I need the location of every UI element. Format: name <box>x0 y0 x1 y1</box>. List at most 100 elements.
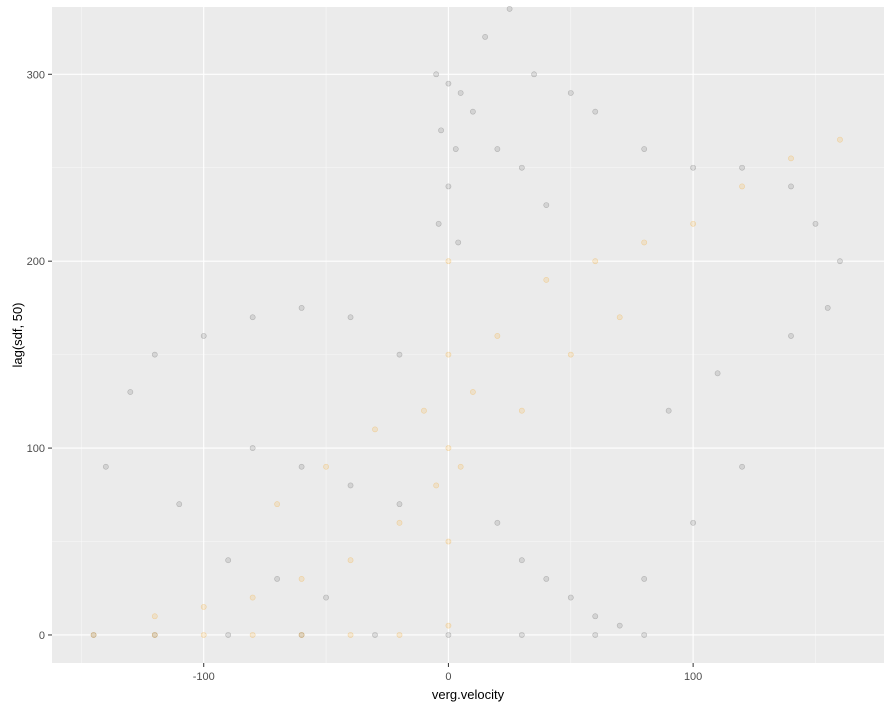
data-point <box>323 463 329 470</box>
x-axis-ticks: -100 0 100 <box>193 663 702 683</box>
data-point <box>298 632 305 638</box>
data-point <box>298 463 305 470</box>
y-axis-title: lag(sdf, 50) <box>10 302 25 367</box>
data-point <box>531 71 537 78</box>
data-point <box>543 276 550 283</box>
data-point <box>518 164 525 171</box>
data-point <box>396 632 403 638</box>
data-point <box>455 239 462 246</box>
data-point <box>323 594 329 601</box>
data-point <box>445 80 452 87</box>
data-point <box>518 557 525 564</box>
data-point <box>372 632 378 638</box>
data-point <box>298 632 305 638</box>
data-point <box>690 519 697 526</box>
data-point <box>151 613 158 620</box>
data-point <box>567 90 574 96</box>
data-point <box>482 34 489 40</box>
data-point <box>347 632 354 638</box>
major-gridlines <box>52 7 884 663</box>
data-point <box>274 575 281 582</box>
data-point <box>433 482 440 489</box>
data-point <box>469 108 476 115</box>
data-point <box>567 351 574 358</box>
data-point <box>690 164 697 171</box>
data-point <box>90 632 97 638</box>
data-point <box>102 463 109 470</box>
data-point <box>438 127 444 134</box>
data-point <box>151 351 158 358</box>
data-point <box>824 305 831 311</box>
data-point <box>457 463 464 470</box>
points-layer <box>90 5 843 638</box>
data-point <box>372 426 378 433</box>
data-point <box>445 538 452 545</box>
data-point <box>592 258 599 265</box>
x-tick-label: 100 <box>684 671 702 683</box>
series-1 <box>90 136 843 638</box>
data-point <box>274 501 281 508</box>
x-tick-label: -100 <box>193 671 215 683</box>
data-point <box>641 575 648 582</box>
y-tick-label: 300 <box>27 69 45 81</box>
data-point <box>714 370 721 377</box>
data-point <box>494 146 501 152</box>
data-point <box>616 622 623 629</box>
data-point <box>127 389 134 395</box>
data-point <box>249 594 256 601</box>
data-point <box>457 90 464 96</box>
data-point <box>739 463 745 470</box>
data-point <box>298 575 305 582</box>
data-point <box>396 351 403 358</box>
data-point <box>347 314 354 321</box>
data-point <box>435 220 442 227</box>
data-point <box>249 314 256 321</box>
data-point <box>433 71 440 78</box>
data-point <box>445 622 452 629</box>
data-point <box>812 220 819 227</box>
data-point <box>506 5 513 12</box>
data-point <box>788 155 794 162</box>
y-tick-label: 200 <box>27 256 45 268</box>
data-point <box>543 575 550 582</box>
series-0 <box>90 5 843 638</box>
minor-gridlines <box>52 7 884 663</box>
data-point <box>837 258 843 265</box>
plot-panel <box>52 7 884 663</box>
data-point <box>151 632 158 638</box>
y-tick-label: 100 <box>27 443 45 455</box>
data-point <box>641 146 648 152</box>
data-point <box>200 604 207 610</box>
data-point <box>690 220 697 227</box>
y-tick-label: 0 <box>39 630 45 642</box>
data-point <box>445 258 452 265</box>
data-point <box>176 501 183 508</box>
data-point <box>249 632 256 638</box>
data-point <box>469 389 476 395</box>
data-point <box>494 333 501 339</box>
data-point <box>518 632 525 638</box>
data-point <box>445 351 452 358</box>
data-point <box>788 333 794 339</box>
data-point <box>567 594 574 601</box>
data-point <box>200 632 207 638</box>
data-point <box>347 557 354 564</box>
data-point <box>739 183 745 190</box>
data-point <box>592 632 599 638</box>
data-point <box>452 146 459 152</box>
data-point <box>396 519 403 526</box>
data-point <box>616 314 623 321</box>
data-point <box>151 632 158 638</box>
data-point <box>445 183 452 190</box>
data-point <box>90 632 97 638</box>
data-point <box>347 482 354 489</box>
data-point <box>592 613 599 620</box>
data-point <box>445 632 452 638</box>
data-point <box>543 202 550 209</box>
data-point <box>225 632 232 638</box>
data-point <box>421 407 427 414</box>
data-point <box>641 239 648 246</box>
data-point <box>200 333 207 339</box>
